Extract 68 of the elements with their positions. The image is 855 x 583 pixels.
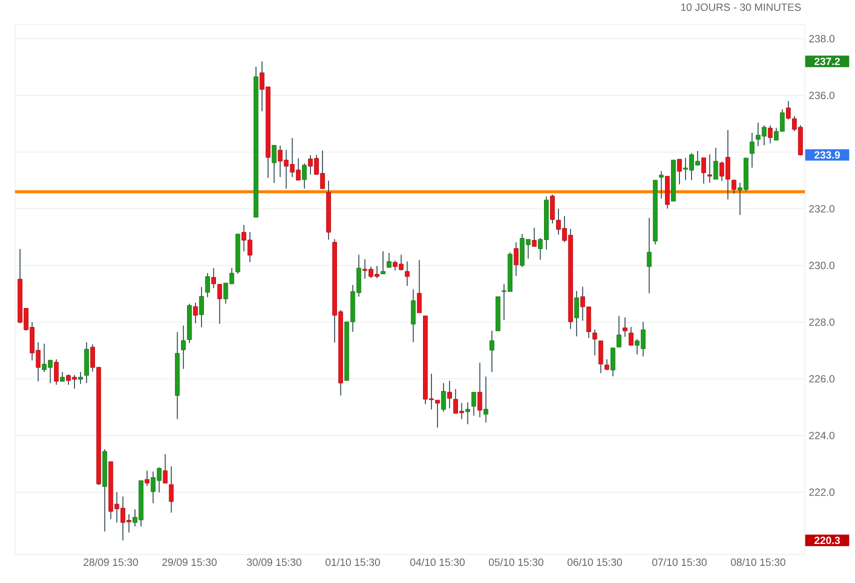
- candlestick: [550, 194, 555, 224]
- candlestick: [514, 242, 518, 277]
- text: 233.9: [814, 151, 840, 159]
- y-tick-label: 228.0: [809, 318, 834, 326]
- candlestick: [386, 252, 392, 268]
- x-tick-label: 07/10 15:30: [652, 558, 707, 566]
- candlestick: [610, 348, 616, 377]
- candlestick: [592, 329, 598, 356]
- x-tick-label: 28/09 15:30: [84, 558, 138, 566]
- text: 220.3: [814, 536, 840, 544]
- candlestick: [199, 286, 204, 328]
- candlestick: [622, 317, 628, 338]
- x-tick-label: 29/09 15:30: [162, 558, 217, 566]
- candlestick: [272, 145, 276, 184]
- x-tick-label: 04/10 15:30: [410, 558, 465, 566]
- candlestick: [217, 284, 222, 325]
- candlestick: [598, 340, 604, 374]
- candlestick: [532, 228, 537, 248]
- y-tick-label: 232.0: [809, 205, 834, 213]
- x-tick-label: 05/10 15:30: [488, 558, 544, 566]
- x-tick-label: 08/10 15:30: [730, 558, 786, 566]
- candlestick: [574, 290, 579, 337]
- y-tick-label: 238.0: [809, 35, 834, 43]
- chart-title: 10 JOURS - 30 MINUTES: [681, 4, 801, 12]
- y-tick-label: 230.0: [809, 262, 834, 270]
- candlestick: [658, 170, 664, 200]
- candlestick: [193, 302, 198, 324]
- candlestick: [447, 380, 452, 409]
- candlestick: [732, 179, 736, 194]
- candlestick: [168, 466, 174, 514]
- candlestick: [441, 382, 446, 412]
- candlestick: [302, 163, 307, 190]
- y-tick-label: 222.0: [809, 488, 834, 496]
- candlestick: [490, 330, 494, 373]
- candlestick: [181, 325, 186, 370]
- candlestick: [410, 289, 416, 343]
- candlestick: [404, 261, 410, 287]
- candlestick: [768, 125, 773, 144]
- candlestick: [646, 218, 652, 294]
- x-tick-label: 30/09 15:30: [246, 558, 302, 566]
- candlestick: [205, 272, 210, 298]
- candlestick: [750, 132, 754, 168]
- text: 237.2: [814, 58, 840, 66]
- candlestick: [713, 148, 718, 180]
- candlestick: [465, 402, 470, 425]
- x-tick-label: 06/10 15:30: [568, 558, 622, 566]
- candlestick: [471, 392, 476, 416]
- candlestick: [162, 454, 168, 484]
- candlestick: [677, 158, 682, 186]
- candlestick: [616, 316, 622, 348]
- candlestick: [484, 376, 488, 424]
- candlestick: [786, 100, 791, 120]
- candlestick: [604, 359, 610, 371]
- candlestick: [707, 154, 712, 184]
- y-tick-label: 236.0: [809, 92, 834, 100]
- candlestick: [477, 362, 482, 418]
- candlestick: [211, 268, 216, 289]
- candlestick: [54, 359, 59, 386]
- candlestick: [416, 260, 422, 314]
- candlestick: [78, 372, 83, 385]
- candlestick: [144, 470, 150, 487]
- candlestick: [435, 400, 440, 428]
- y-tick-label: 224.0: [809, 432, 834, 440]
- candlestick: [628, 326, 634, 346]
- y-tick-label: 226.0: [809, 375, 834, 383]
- x-tick-label: 01/10 15:30: [326, 558, 380, 566]
- candlestick: [701, 158, 706, 184]
- candlestick: [380, 251, 386, 275]
